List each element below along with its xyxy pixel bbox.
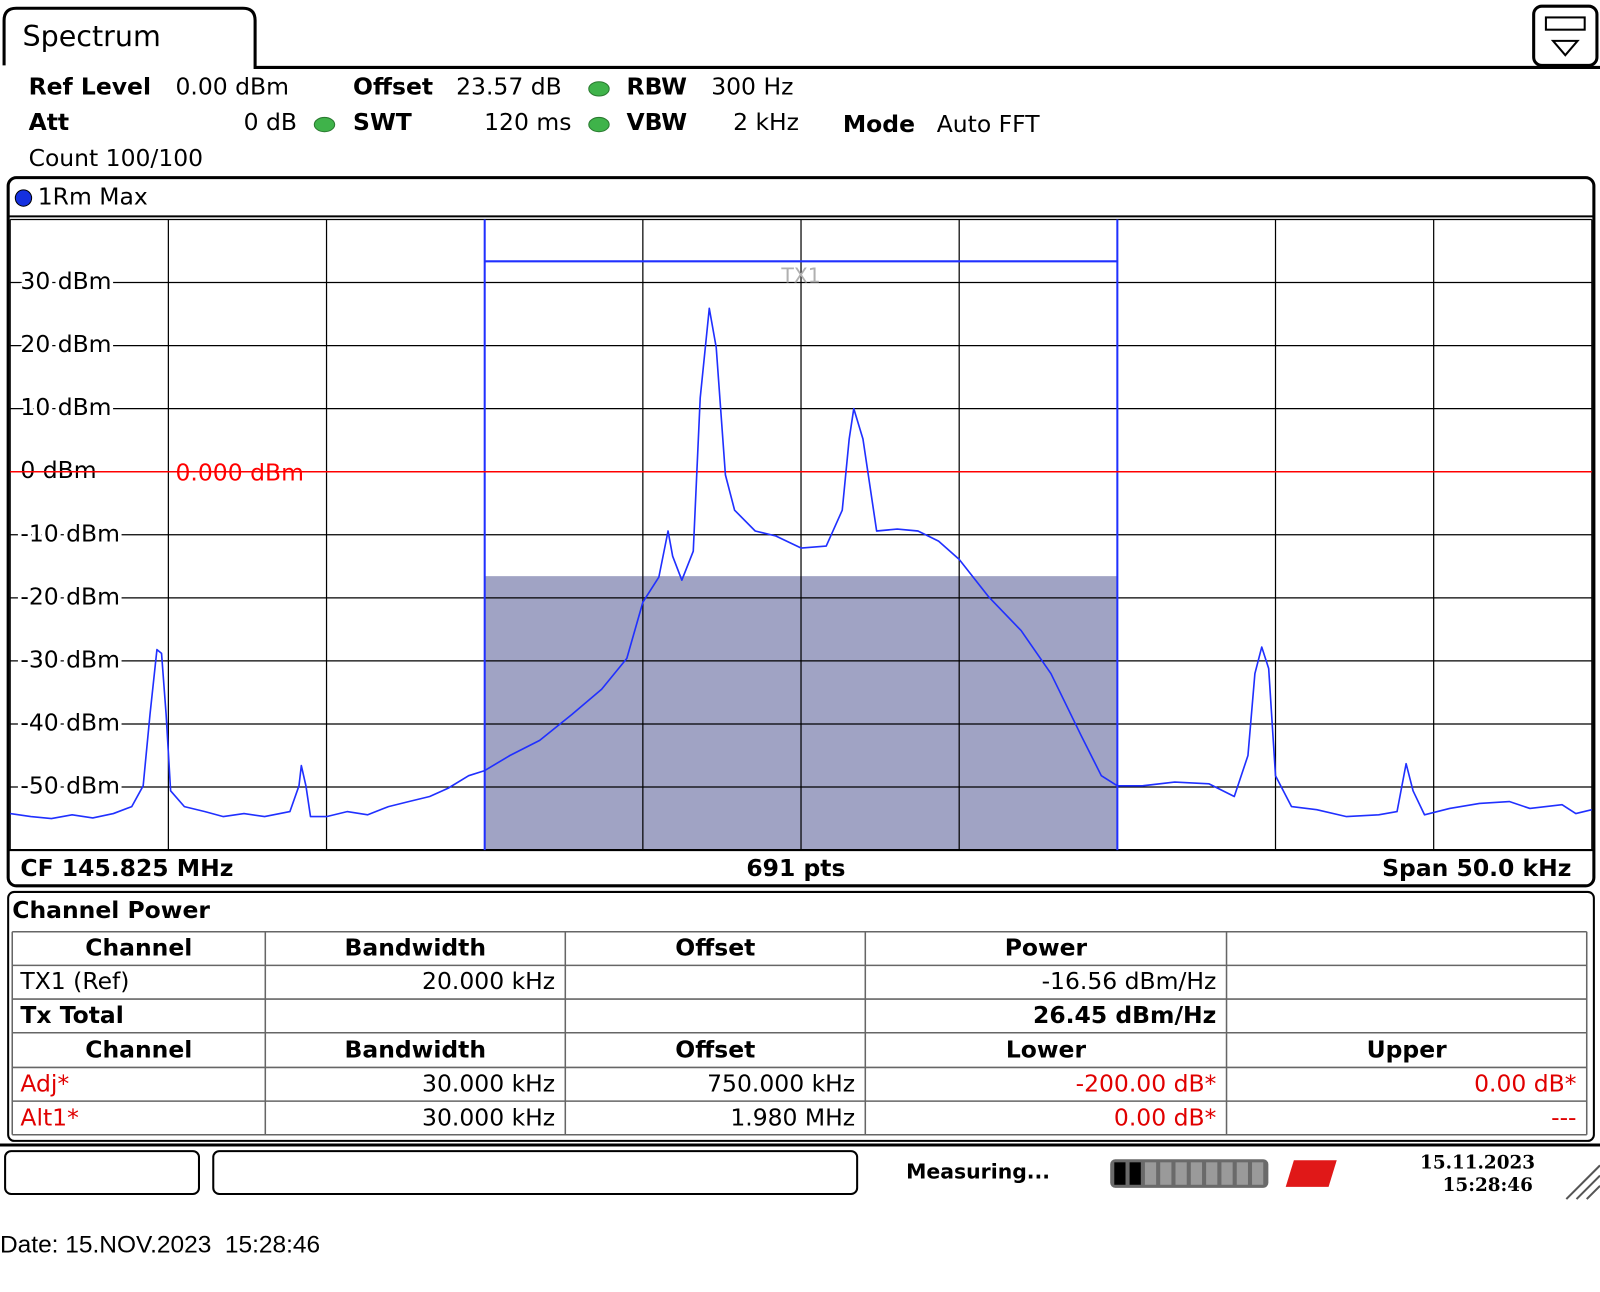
table-cell: Tx Total bbox=[20, 1001, 123, 1029]
trace bbox=[10, 307, 1593, 820]
table-header: Offset bbox=[675, 1036, 755, 1064]
y-tick-label: 20 dBm bbox=[20, 330, 111, 358]
setting-text: Count 100/100 bbox=[29, 144, 204, 172]
channel-label: TX1 bbox=[780, 264, 820, 288]
status-box[interactable] bbox=[4, 1150, 200, 1195]
table-title: Channel Power bbox=[12, 896, 210, 924]
setting-text: Att bbox=[29, 108, 70, 136]
table-cell: 0.00 dB* bbox=[1474, 1069, 1577, 1097]
table-header: Channel bbox=[85, 1036, 192, 1064]
setting-text: Auto FFT bbox=[937, 110, 1040, 138]
progress-segment bbox=[1190, 1162, 1203, 1185]
plot: 30 dBm 20 dBm 10 dBm 0 dBm -10 dBm -20 dBm -30… bbox=[8, 218, 1594, 852]
setting-text: VBW bbox=[627, 108, 688, 136]
table-cell: --- bbox=[1551, 1103, 1576, 1131]
setting-text: 300 Hz bbox=[711, 72, 793, 100]
table-cell: Adj* bbox=[20, 1069, 69, 1097]
progress-segment bbox=[1221, 1162, 1233, 1185]
footer-date: Date: 15.NOV.2023 15:28:46 bbox=[0, 1231, 320, 1258]
setting-text: SWT bbox=[353, 108, 412, 136]
progress-bar bbox=[1110, 1159, 1269, 1188]
setting-text: 2 kHz bbox=[733, 108, 799, 136]
setting-text: RBW bbox=[627, 72, 688, 100]
table-cell: 26.45 dBm/Hz bbox=[1033, 1001, 1216, 1029]
setting-text: 0.00 dBm bbox=[176, 72, 289, 100]
table-header: Bandwidth bbox=[345, 934, 487, 962]
progress-segment bbox=[1129, 1162, 1141, 1185]
table-header: Upper bbox=[1367, 1036, 1448, 1064]
y-tick-label: -10 dBm bbox=[20, 519, 120, 547]
center-frequency: CF 145.825 MHz bbox=[20, 854, 233, 882]
status-box[interactable] bbox=[212, 1150, 859, 1195]
table-header: Power bbox=[1005, 934, 1088, 962]
progress-segment bbox=[1206, 1162, 1218, 1185]
y-tick-label: -50 dBm bbox=[20, 772, 120, 800]
table-cell: 30.000 kHz bbox=[422, 1069, 555, 1097]
menu-icon[interactable] bbox=[1532, 4, 1599, 67]
table-cell: 0.00 dB* bbox=[1114, 1103, 1217, 1131]
setting-text: Offset bbox=[353, 72, 433, 100]
table-cell: 1.980 MHz bbox=[730, 1103, 855, 1131]
table-header: Lower bbox=[1006, 1036, 1087, 1064]
setting-text: Mode bbox=[843, 110, 915, 138]
y-tick-label: 0 dBm bbox=[20, 456, 96, 484]
reference-label: 0.000 dBm bbox=[176, 458, 304, 486]
lxi-logo bbox=[1285, 1160, 1337, 1187]
y-tick-label: 10 dBm bbox=[20, 393, 111, 421]
status-led bbox=[588, 81, 610, 97]
table-cell: -16.56 dBm/Hz bbox=[1042, 967, 1217, 995]
table-cell: Alt1* bbox=[20, 1103, 79, 1131]
icon-arrow bbox=[1550, 39, 1580, 57]
status-led bbox=[313, 116, 336, 133]
tab-frame bbox=[2, 6, 1600, 69]
trace-dot bbox=[14, 189, 33, 207]
status-time: 15:28:46 bbox=[1443, 1175, 1533, 1196]
y-tick-label: 30 dBm bbox=[20, 267, 111, 295]
resize-grip bbox=[1565, 1164, 1600, 1200]
progress-segment bbox=[1252, 1162, 1264, 1185]
status-led bbox=[588, 116, 610, 133]
setting-text: 0 dB bbox=[244, 108, 297, 136]
setting-text: 120 ms bbox=[484, 108, 571, 136]
table-cell: 30.000 kHz bbox=[422, 1103, 555, 1131]
icon-bar bbox=[1544, 16, 1586, 31]
setting-text: Ref Level bbox=[29, 72, 151, 100]
y-tick-label: -30 dBm bbox=[20, 645, 120, 673]
table-cell: 750.000 kHz bbox=[707, 1069, 855, 1097]
table-frame bbox=[7, 890, 1595, 1142]
table-cell: 20.000 kHz bbox=[422, 967, 555, 995]
setting-text: 23.57 dB bbox=[456, 72, 562, 100]
table-header: Channel bbox=[85, 934, 192, 962]
progress-segment bbox=[1175, 1162, 1187, 1185]
span: Span 50.0 kHz bbox=[1382, 854, 1571, 882]
table-cell: -200.00 dB* bbox=[1076, 1069, 1217, 1097]
status-state: Measuring... bbox=[906, 1160, 1050, 1184]
table-cell: TX1 (Ref) bbox=[19, 967, 129, 995]
status-date: 15.11.2023 bbox=[1420, 1152, 1535, 1173]
table-header: Offset bbox=[675, 934, 755, 962]
y-tick-label: -20 dBm bbox=[20, 582, 120, 610]
y-tick-label: -40 dBm bbox=[20, 708, 120, 736]
trace-label: 1Rm Max bbox=[38, 183, 148, 211]
sweep-points: 691 pts bbox=[746, 854, 845, 882]
progress-segment bbox=[1144, 1162, 1157, 1185]
table-header: Bandwidth bbox=[345, 1036, 487, 1064]
tab-title[interactable]: Spectrum bbox=[22, 19, 160, 53]
progress-segment bbox=[1114, 1162, 1126, 1185]
progress-segment bbox=[1236, 1162, 1248, 1185]
progress-segment bbox=[1160, 1162, 1172, 1185]
